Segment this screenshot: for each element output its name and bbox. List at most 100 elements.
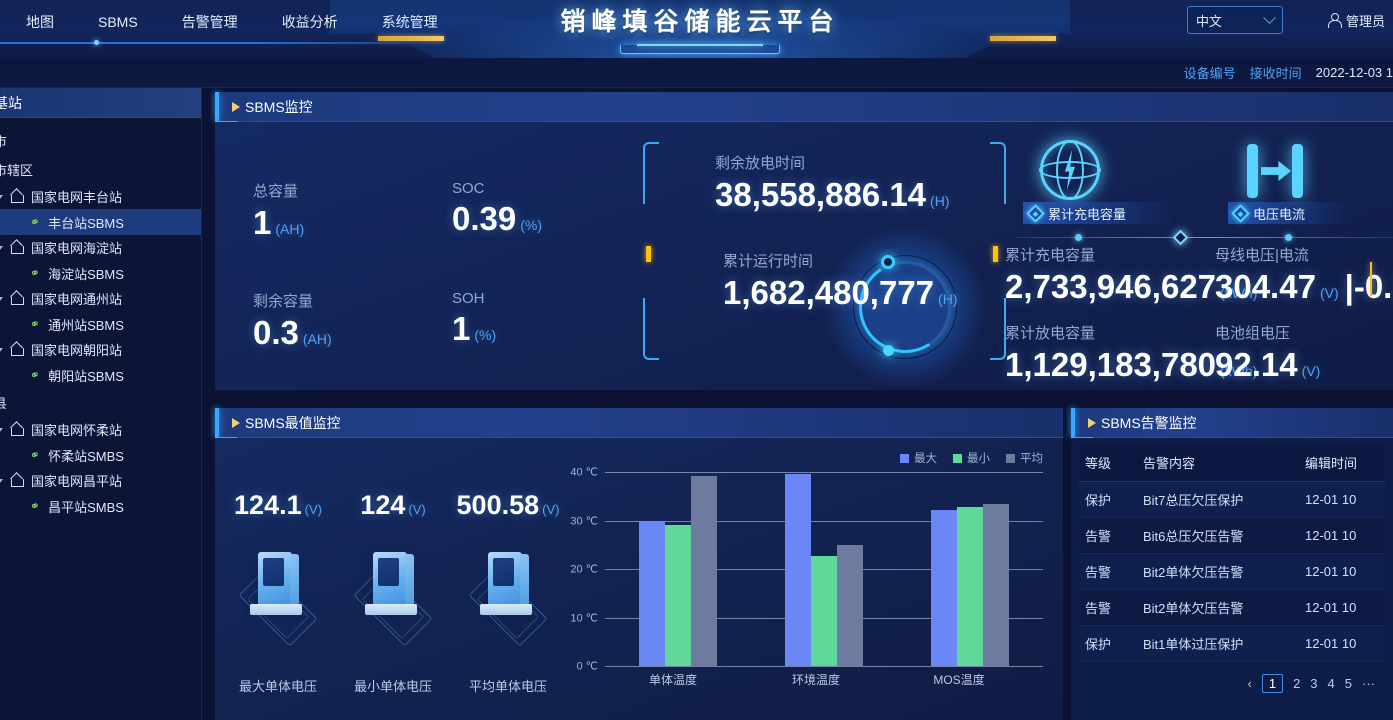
stat-total-capacity: 总容量 1 (AH)	[253, 180, 304, 249]
card-caption: 最小单体电压	[353, 679, 432, 694]
gauge-dot-top	[881, 255, 895, 269]
tag-connector	[1015, 229, 1393, 246]
nav-item-sbms[interactable]: SBMS	[98, 14, 138, 30]
plug-icon: ⚭	[27, 366, 43, 384]
column-header-level: 等级	[1079, 444, 1137, 482]
card-caption-max: 最大单体电压	[218, 676, 338, 695]
pagination-page-1[interactable]: 1	[1261, 674, 1284, 693]
bar-平均[interactable]	[983, 504, 1009, 666]
card-caption: 平均单体电压	[468, 679, 547, 694]
pagination-page-4[interactable]: 4	[1327, 676, 1335, 691]
table-row[interactable]: 告警 Bit2单体欠压告警 12-01 10	[1079, 553, 1385, 590]
sidebar-node-haidian[interactable]: 国家电网海淀站	[0, 235, 201, 260]
value-separator	[1370, 262, 1372, 296]
plug-icon: ⚭	[27, 264, 43, 282]
alarm-content: Bit1单体过压保护	[1137, 625, 1299, 662]
stat-number: 1,682,480,777	[723, 274, 935, 311]
pagination-page-2[interactable]: 2	[1293, 676, 1301, 691]
pagination-more[interactable]: ···	[1362, 676, 1375, 691]
stat-unit: (%)	[474, 327, 497, 343]
stat-label: 母线电压|电流	[1215, 247, 1309, 264]
sidebar-leaf-label: 怀柔站SMBS	[48, 448, 124, 464]
bar-最大[interactable]	[785, 473, 811, 666]
card-caption: 最大单体电压	[238, 679, 317, 694]
alarm-time: 12-01 10	[1299, 517, 1385, 554]
table-row[interactable]: 告警 Bit2单体欠压告警 12-01 10	[1079, 589, 1385, 626]
pagination-page-3[interactable]: 3	[1310, 676, 1318, 691]
legend-item-avg[interactable]: 平均	[1006, 450, 1043, 466]
bar-最大[interactable]	[639, 520, 665, 666]
bar-最小[interactable]	[957, 507, 983, 666]
nav-item-map[interactable]: 地图	[26, 14, 54, 30]
panel-sbms-extremes-header: SBMS最值监控	[215, 408, 1063, 440]
panel-sbms-alarm-body: 等级 告警内容 编辑时间 保护 Bit7总压欠压保护 12-01 10 告警 Bit6总…	[1071, 438, 1393, 720]
user-menu[interactable]: 管理员	[1328, 6, 1385, 34]
pagination-page-5[interactable]: 5	[1344, 676, 1352, 691]
caret-down-icon	[0, 347, 3, 352]
gauge-ring-inner	[853, 255, 957, 359]
sidebar-node-tongzhou[interactable]: 国家电网通州站	[0, 286, 201, 311]
card-unit: (V)	[304, 502, 322, 517]
stat-battery-pack-voltage: 电池组电压 92.14 (V)	[1215, 322, 1320, 391]
y-tick-label: 20 ℃	[570, 563, 598, 576]
home-icon	[10, 190, 24, 203]
temperature-bar-chart: 最大 最小 平均 40 ℃ 30 ℃ 20 ℃ 10 ℃ 0 ℃ 单体温度 环境…	[563, 450, 1049, 700]
sidebar-group-city[interactable]: 市	[0, 126, 201, 155]
home-icon	[10, 343, 24, 356]
panel-sbms-alarm-header: SBMS告警监控	[1071, 408, 1393, 440]
stat-number: 304.47	[1215, 268, 1316, 305]
stat-label: 电池组电压	[1215, 325, 1291, 342]
sidebar-leaf-haidian-sbms[interactable]: ⚭ 海淀站SBMS	[0, 260, 201, 286]
sidebar-node-changping[interactable]: 国家电网昌平站	[0, 468, 201, 493]
sidebar-node-huairou[interactable]: 国家电网怀柔站	[0, 417, 201, 442]
stat-total-discharge-capacity: 累计放电容量 1,129,183,780 (kWh)	[1005, 322, 1257, 391]
sidebar-group-county[interactable]: 县	[0, 388, 201, 417]
alarm-level: 保护	[1079, 481, 1137, 518]
nav-item-system[interactable]: 系统管理	[381, 14, 438, 30]
table-row[interactable]: 告警 Bit6总压欠压告警 12-01 10	[1079, 517, 1385, 554]
bar-平均[interactable]	[837, 544, 863, 666]
banner-underline	[620, 44, 780, 54]
alarm-content: Bit7总压欠压保护	[1137, 481, 1299, 518]
x-tick-label: 环境温度	[791, 673, 841, 687]
gauge-bracket-left	[643, 142, 659, 360]
language-select[interactable]: 中文	[1187, 6, 1283, 34]
home-icon	[10, 474, 24, 487]
bar-最大[interactable]	[931, 509, 957, 666]
plug-icon: ⚭	[27, 446, 43, 464]
stat-label: 累计运行时间	[723, 253, 814, 270]
station-sidebar: 基站 市 市辖区 国家电网丰台站 ⚭ 丰台站SBMS 国家电网海淀站 ⚭ 海淀站…	[0, 88, 202, 720]
card-number: 124	[360, 490, 406, 520]
sidebar-leaf-chaoyang-sbms[interactable]: ⚭ 朝阳站SBMS	[0, 362, 201, 388]
gauge-rings	[825, 227, 985, 387]
bar-最小[interactable]	[665, 525, 691, 666]
sidebar-leaf-changping-smbs[interactable]: ⚭ 昌平站SMBS	[0, 493, 201, 519]
nav-item-revenue[interactable]: 收益分析	[281, 14, 338, 30]
legend-item-min[interactable]: 最小	[953, 450, 990, 466]
pagination-prev[interactable]: ‹	[1247, 676, 1252, 691]
sidebar-group-district[interactable]: 市辖区	[0, 163, 34, 178]
nav-item-alarm[interactable]: 告警管理	[181, 14, 238, 30]
stat-value: 92.14 (V)	[1215, 345, 1320, 391]
stat-label: SOC	[452, 180, 485, 197]
card-value: 124 (V)	[333, 490, 453, 521]
sidebar-leaf-huairou-smbs[interactable]: ⚭ 怀柔站SMBS	[0, 442, 201, 468]
stat-unit: (%)	[520, 217, 543, 233]
sidebar-node-fengtai[interactable]: 国家电网丰台站	[0, 184, 201, 209]
card-number: 124.1	[234, 490, 302, 520]
cabinet-icon	[224, 546, 332, 647]
stat-remaining-discharge-time: 剩余放电时间 38,558,886.14 (H)	[715, 152, 949, 221]
device-info-bar: 设备编号 接收时间 2022-12-03 1	[0, 58, 1393, 88]
stat-value: 0.39 (%)	[452, 199, 542, 245]
connector-node-active	[1172, 229, 1189, 246]
legend-item-max[interactable]: 最大	[900, 450, 937, 466]
sidebar-tree: 市 市辖区 国家电网丰台站 ⚭ 丰台站SBMS 国家电网海淀站 ⚭ 海淀站SBM…	[0, 118, 201, 519]
bar-平均[interactable]	[691, 475, 717, 666]
sidebar-leaf-fengtai-sbms[interactable]: ⚭ 丰台站SBMS	[0, 209, 201, 235]
table-row[interactable]: 保护 Bit1单体过压保护 12-01 10	[1079, 625, 1385, 662]
sidebar-leaf-tongzhou-sbms[interactable]: ⚭ 通州站SBMS	[0, 311, 201, 337]
sidebar-node-chaoyang[interactable]: 国家电网朝阳站	[0, 337, 201, 362]
table-row[interactable]: 保护 Bit7总压欠压保护 12-01 10	[1079, 481, 1385, 518]
bar-最小[interactable]	[811, 556, 837, 666]
tag-voltage-current: 电压电流	[1228, 202, 1348, 224]
